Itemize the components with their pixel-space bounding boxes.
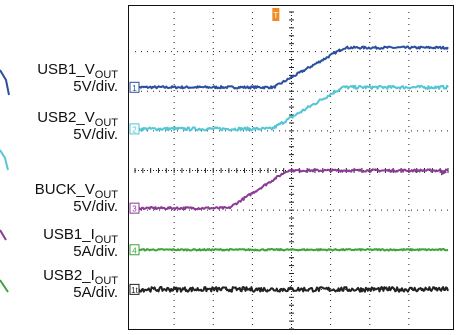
channel-scale: 5V/div.	[73, 78, 118, 95]
adjacent-scope-edge	[0, 69, 10, 293]
trace-buck-vout	[134, 168, 449, 211]
channel-label-usb2-vout: USB2_VOUT 5V/div.	[37, 110, 118, 143]
channel-label-usb2-iout: USB2_IOUT 5A/div.	[43, 268, 118, 301]
channel-name: USB2_V	[37, 109, 95, 126]
channel-marker-label: 1t	[131, 286, 138, 295]
channel-scale: 5A/div.	[73, 284, 118, 301]
trigger-marker-label: T	[273, 11, 278, 20]
channel-marker-box	[129, 244, 140, 256]
trigger-level-arrow-icon	[441, 169, 447, 176]
channel-name: USB1_V	[37, 61, 95, 78]
channel-label-usb1-iout: USB1_IOUT 5A/div.	[43, 227, 118, 260]
channel-subscript: OUT	[94, 234, 118, 246]
channel-marker-label: 2	[132, 125, 137, 134]
trace-usb2-vout	[134, 84, 449, 132]
channel-scale: 5A/div.	[73, 243, 118, 260]
channel-labels: USB1_VOUT 5V/div. USB2_VOUT 5V/div. BUCK…	[0, 0, 118, 335]
trace-usb1-iout	[134, 248, 449, 252]
channel-subscript: OUT	[94, 189, 118, 201]
channel-name: USB1_I	[43, 226, 95, 243]
channel-name: USB2_I	[43, 267, 95, 284]
channel-marker-label: 3	[132, 205, 137, 214]
channel-subscript: OUT	[94, 117, 118, 129]
channel-subscript: OUT	[94, 69, 118, 81]
channel-marker-box	[129, 81, 140, 93]
channel-marker-box	[129, 123, 140, 135]
trigger-marker-icon	[272, 8, 280, 21]
channel-marker-label: 1	[132, 84, 137, 93]
channel-subscript: OUT	[94, 275, 118, 287]
channel-scale: 5V/div.	[73, 126, 118, 143]
channel-label-usb1-vout: USB1_VOUT 5V/div.	[37, 62, 118, 95]
oscilloscope-screen: 1 2 3 4 1t T	[128, 5, 454, 330]
channel-name: BUCK_V	[34, 181, 95, 198]
trace-usb1-vout	[134, 45, 449, 90]
channel-label-buck-vout: BUCK_VOUT 5V/div.	[35, 182, 118, 215]
channel-marker-label: 4	[132, 246, 137, 255]
scope-plot: 1 2 3 4 1t T	[129, 8, 449, 330]
channel-scale: 5V/div.	[73, 198, 118, 215]
trace-usb2-iout	[134, 286, 449, 293]
channel-marker-box	[129, 202, 140, 214]
channel-marker-box	[129, 283, 140, 295]
